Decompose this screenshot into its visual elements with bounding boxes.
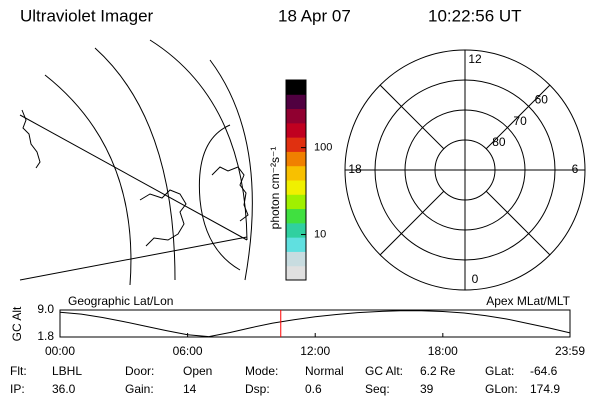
info-label: IP:: [10, 382, 25, 396]
colorbar-tick-label: 100: [314, 142, 332, 154]
info-label: Door:: [125, 364, 154, 378]
info-value: Open: [183, 364, 212, 378]
altitude-line: [59, 310, 571, 338]
info-label: GLat:: [485, 364, 514, 378]
color-swatch: [286, 137, 306, 152]
coastline: [139, 189, 187, 247]
y-tick-label: 1.8: [37, 329, 54, 343]
info-label: Flt:: [10, 364, 27, 378]
map-label: Geographic Lat/Lon: [68, 294, 173, 308]
info-value: 14: [183, 382, 197, 396]
lat-circle: [44, 74, 132, 286]
mlt-label: 0: [472, 272, 479, 286]
lat-label: 70: [513, 114, 527, 128]
info-value: 0.6: [305, 382, 322, 396]
lat-circle: [94, 47, 176, 281]
color-swatch: [286, 222, 306, 238]
plot-frame: [59, 309, 571, 338]
mlt-label: 6: [572, 162, 579, 176]
color-swatch: [286, 208, 306, 224]
lat-label: 60: [535, 93, 549, 107]
diagonal-line: [379, 84, 445, 150]
color-swatch: [286, 94, 306, 110]
y-axis-label: GC Alt: [10, 306, 24, 341]
x-tick-label: 00:00: [45, 344, 75, 358]
diagonal-line: [485, 84, 551, 150]
lat-circle: [198, 124, 241, 271]
info-label: Dsp:: [245, 382, 270, 396]
mlt-label: 18: [348, 162, 362, 176]
color-swatch: [286, 180, 306, 195]
altitude-plot: 9.0 1.800:00 06:00 12:00 18:00 23:59: [37, 302, 585, 358]
colorbar: 10 100: [285, 79, 332, 281]
polar-label: Apex MLat/MLT: [486, 294, 570, 308]
diagonal-line: [485, 190, 551, 256]
coastline: [211, 166, 249, 222]
x-tick-label: 18:00: [428, 344, 458, 358]
coastline: [21, 109, 41, 169]
lat-circle: [149, 39, 248, 241]
info-value: 6.2 Re: [420, 364, 456, 378]
info-label: GLon:: [485, 382, 518, 396]
color-swatch: [286, 108, 306, 124]
x-tick-label: 06:00: [173, 344, 203, 358]
color-swatch: [286, 237, 306, 252]
info-value: Normal: [305, 364, 344, 378]
lat-circle: [209, 59, 253, 281]
lat-label: 80: [492, 135, 506, 149]
color-swatch: [286, 251, 306, 267]
colorbar-frame: [285, 79, 307, 281]
info-value: 39: [420, 382, 434, 396]
color-swatch: [286, 165, 306, 181]
x-tick-label: 23:59: [555, 344, 585, 358]
diagonal-line: [379, 190, 445, 256]
color-swatch: [286, 80, 306, 95]
mlt-label: 12: [468, 52, 482, 66]
info-label: GC Alt:: [365, 364, 403, 378]
color-swatch: [286, 265, 306, 281]
lon-line: [19, 236, 248, 281]
info-label: Gain:: [125, 382, 154, 396]
info-panel: Flt: LBHL Door: Open Mode: Normal GC Alt: 6.2 R…: [10, 364, 560, 396]
colorbar-label: photon cm⁻²s⁻¹: [268, 147, 282, 230]
color-swatch: [286, 194, 306, 210]
geographic-map: [19, 39, 253, 286]
x-tick-label: 12:00: [300, 344, 330, 358]
info-value: LBHL: [52, 364, 82, 378]
color-swatch: [286, 151, 306, 167]
info-label: Seq:: [365, 382, 390, 396]
info-value: 174.9: [530, 382, 560, 396]
instrument-title: Ultraviolet Imager: [20, 6, 154, 25]
lon-line: [19, 114, 248, 241]
info-value: 36.0: [52, 382, 76, 396]
colorbar-tick-label: 10: [314, 228, 326, 240]
time: 10:22:56 UT: [428, 6, 522, 25]
date: 18 Apr 07: [278, 6, 351, 25]
info-label: Mode:: [245, 364, 278, 378]
y-tick-label: 9.0: [37, 302, 54, 316]
color-swatch: [286, 122, 306, 138]
info-value: -64.6: [530, 364, 558, 378]
